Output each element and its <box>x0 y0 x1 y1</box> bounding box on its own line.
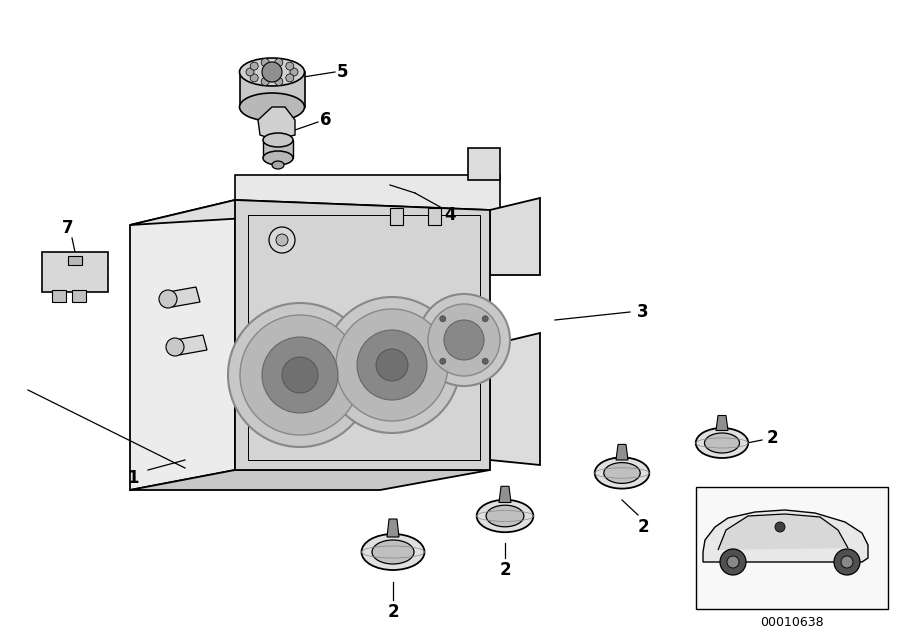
Circle shape <box>261 58 269 67</box>
Circle shape <box>276 234 288 246</box>
Ellipse shape <box>263 151 293 165</box>
Circle shape <box>418 294 510 386</box>
Ellipse shape <box>239 93 304 121</box>
Bar <box>696 487 888 609</box>
Polygon shape <box>168 287 200 307</box>
Polygon shape <box>130 200 490 225</box>
Circle shape <box>444 320 484 360</box>
Text: 2: 2 <box>766 429 778 447</box>
Circle shape <box>250 74 258 82</box>
Polygon shape <box>716 415 728 431</box>
Bar <box>72 290 86 302</box>
Ellipse shape <box>263 133 293 147</box>
Polygon shape <box>616 444 628 460</box>
Polygon shape <box>130 470 490 490</box>
Text: 1: 1 <box>127 469 139 487</box>
Polygon shape <box>42 252 108 292</box>
Circle shape <box>262 62 282 82</box>
Polygon shape <box>235 175 500 210</box>
Circle shape <box>159 290 177 308</box>
Ellipse shape <box>595 457 649 488</box>
Circle shape <box>250 62 258 70</box>
Circle shape <box>262 337 338 413</box>
Bar <box>263 140 293 158</box>
Circle shape <box>246 68 254 76</box>
Polygon shape <box>703 510 868 562</box>
Circle shape <box>727 556 739 568</box>
Circle shape <box>376 349 408 381</box>
Text: 2: 2 <box>387 603 399 621</box>
Polygon shape <box>428 208 441 225</box>
Circle shape <box>228 303 372 447</box>
Ellipse shape <box>372 540 414 564</box>
Ellipse shape <box>477 500 534 532</box>
Ellipse shape <box>696 428 748 458</box>
Circle shape <box>269 227 295 253</box>
Polygon shape <box>175 335 207 355</box>
Circle shape <box>286 74 293 82</box>
Circle shape <box>286 62 293 70</box>
Polygon shape <box>390 208 403 225</box>
Text: 3: 3 <box>637 303 649 321</box>
Circle shape <box>428 304 500 376</box>
Ellipse shape <box>486 505 524 527</box>
Ellipse shape <box>272 161 284 169</box>
Bar <box>240 72 305 107</box>
Ellipse shape <box>362 534 425 570</box>
Ellipse shape <box>239 58 304 86</box>
Circle shape <box>720 549 746 575</box>
Circle shape <box>282 357 318 393</box>
Circle shape <box>482 316 488 322</box>
Text: 5: 5 <box>338 63 349 81</box>
Polygon shape <box>387 519 399 537</box>
Polygon shape <box>490 333 540 465</box>
Circle shape <box>290 68 298 76</box>
Circle shape <box>440 358 445 364</box>
Circle shape <box>274 58 283 67</box>
Circle shape <box>357 330 427 400</box>
Polygon shape <box>718 514 848 550</box>
Polygon shape <box>235 200 490 470</box>
Polygon shape <box>258 107 295 140</box>
Polygon shape <box>499 486 511 502</box>
Text: 4: 4 <box>445 206 455 224</box>
Circle shape <box>482 358 488 364</box>
Polygon shape <box>490 198 540 275</box>
Text: 7: 7 <box>62 219 74 237</box>
Circle shape <box>775 522 785 532</box>
Polygon shape <box>130 200 235 490</box>
Circle shape <box>274 77 283 86</box>
Ellipse shape <box>705 433 740 453</box>
Circle shape <box>336 309 448 421</box>
Polygon shape <box>68 256 82 265</box>
Text: 6: 6 <box>320 111 332 129</box>
Circle shape <box>166 338 184 356</box>
Text: 00010638: 00010638 <box>760 617 824 629</box>
Polygon shape <box>468 148 500 180</box>
Ellipse shape <box>604 463 640 483</box>
Circle shape <box>841 556 853 568</box>
Circle shape <box>240 315 360 435</box>
Circle shape <box>261 77 269 86</box>
Circle shape <box>440 316 445 322</box>
Circle shape <box>834 549 860 575</box>
Circle shape <box>324 297 460 433</box>
Text: 2: 2 <box>637 518 649 536</box>
Bar <box>52 290 66 302</box>
Text: 2: 2 <box>500 561 511 579</box>
